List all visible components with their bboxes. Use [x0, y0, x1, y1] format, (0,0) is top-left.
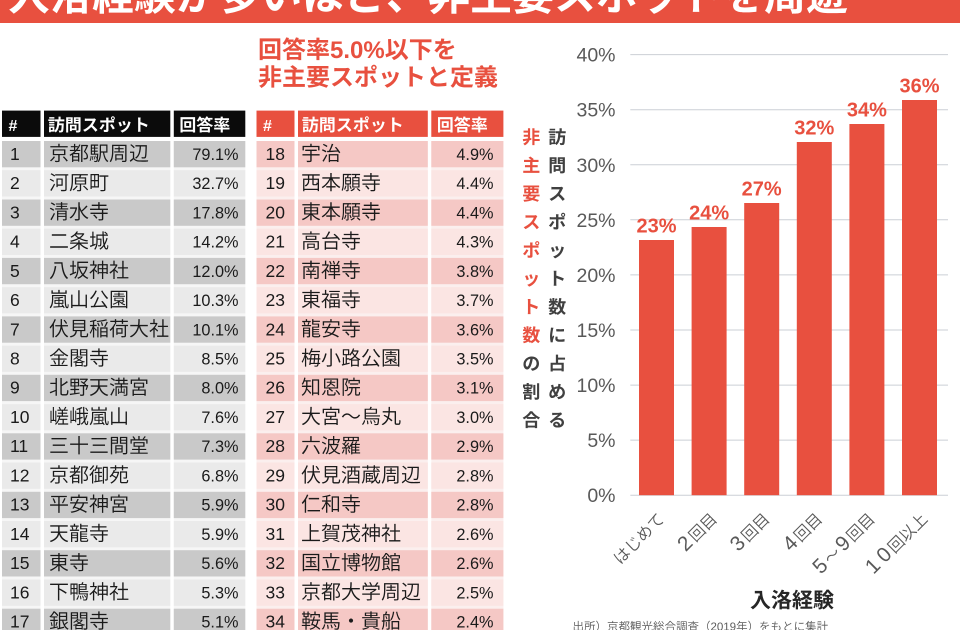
- svg-text:35%: 35%: [576, 100, 615, 122]
- svg-text:14.2%: 14.2%: [192, 234, 238, 252]
- svg-text:3.8%: 3.8%: [456, 263, 493, 281]
- svg-text:23%: 23%: [636, 216, 676, 238]
- svg-text:3: 3: [10, 202, 20, 222]
- svg-text:24%: 24%: [689, 203, 729, 225]
- svg-text:12.0%: 12.0%: [192, 263, 238, 281]
- svg-text:3.6%: 3.6%: [456, 321, 493, 339]
- svg-text:#: #: [263, 118, 272, 135]
- svg-text:2.8%: 2.8%: [456, 497, 493, 515]
- svg-text:5.1%: 5.1%: [201, 614, 238, 630]
- svg-text:0%: 0%: [587, 485, 615, 507]
- svg-text:30: 30: [266, 495, 286, 515]
- svg-text:16: 16: [10, 582, 29, 602]
- svg-text:26: 26: [266, 378, 285, 398]
- svg-text:2.6%: 2.6%: [456, 526, 493, 544]
- svg-text:1: 1: [10, 144, 20, 164]
- svg-text:10%: 10%: [576, 375, 615, 397]
- svg-text:25: 25: [266, 349, 285, 369]
- svg-text:7.3%: 7.3%: [201, 438, 238, 456]
- svg-text:24: 24: [266, 319, 286, 339]
- svg-text:8.5%: 8.5%: [201, 351, 238, 369]
- svg-text:2.8%: 2.8%: [456, 467, 493, 485]
- svg-text:34%: 34%: [847, 100, 887, 122]
- svg-text:15: 15: [10, 553, 29, 573]
- svg-text:8.0%: 8.0%: [201, 380, 238, 398]
- svg-text:3.7%: 3.7%: [456, 292, 493, 310]
- svg-text:3.0%: 3.0%: [456, 409, 493, 427]
- svg-text:9: 9: [10, 378, 20, 398]
- svg-text:3.1%: 3.1%: [456, 380, 493, 398]
- svg-text:2: 2: [10, 173, 20, 193]
- svg-text:4.9%: 4.9%: [456, 146, 493, 164]
- svg-text:10.1%: 10.1%: [192, 321, 238, 339]
- svg-text:29: 29: [266, 465, 285, 485]
- svg-text:32%: 32%: [794, 118, 834, 140]
- svg-text:18: 18: [266, 144, 285, 164]
- svg-text:7.6%: 7.6%: [201, 409, 238, 427]
- svg-text:6.8%: 6.8%: [201, 467, 238, 485]
- svg-text:23: 23: [266, 290, 285, 310]
- svg-text:4.4%: 4.4%: [456, 175, 493, 193]
- svg-text:5.6%: 5.6%: [201, 555, 238, 573]
- svg-text:#: #: [9, 118, 18, 135]
- svg-text:17.8%: 17.8%: [192, 204, 238, 222]
- svg-text:4.3%: 4.3%: [456, 234, 493, 252]
- svg-text:11: 11: [10, 436, 28, 456]
- svg-text:27%: 27%: [742, 179, 782, 201]
- svg-text:31: 31: [266, 524, 285, 544]
- svg-text:30%: 30%: [576, 155, 615, 177]
- svg-text:3.5%: 3.5%: [456, 351, 493, 369]
- svg-text:2.5%: 2.5%: [456, 584, 493, 602]
- svg-text:12: 12: [10, 465, 29, 485]
- svg-text:36%: 36%: [899, 76, 939, 98]
- svg-text:32.7%: 32.7%: [192, 175, 238, 193]
- svg-text:27: 27: [266, 407, 285, 427]
- svg-text:7: 7: [10, 319, 20, 339]
- svg-text:22: 22: [266, 261, 285, 281]
- svg-text:5: 5: [10, 261, 20, 281]
- svg-text:20: 20: [266, 202, 286, 222]
- svg-text:13: 13: [10, 495, 29, 515]
- svg-text:34: 34: [266, 612, 286, 630]
- svg-text:2.4%: 2.4%: [456, 614, 493, 630]
- svg-text:6: 6: [10, 290, 20, 310]
- svg-text:33: 33: [266, 582, 285, 602]
- svg-text:20%: 20%: [576, 265, 615, 287]
- svg-text:5.9%: 5.9%: [201, 526, 238, 544]
- svg-text:5.9%: 5.9%: [201, 497, 238, 515]
- svg-text:4: 4: [10, 232, 20, 252]
- svg-text:14: 14: [10, 524, 30, 544]
- svg-text:79.1%: 79.1%: [192, 146, 238, 164]
- svg-text:25%: 25%: [576, 210, 615, 232]
- svg-text:17: 17: [10, 612, 29, 630]
- svg-text:40%: 40%: [576, 45, 615, 67]
- svg-text:32: 32: [266, 553, 285, 573]
- svg-text:10.3%: 10.3%: [192, 292, 238, 310]
- svg-text:10: 10: [10, 407, 30, 427]
- svg-text:4.4%: 4.4%: [456, 204, 493, 222]
- svg-text:5%: 5%: [587, 430, 615, 452]
- svg-text:15%: 15%: [576, 320, 615, 342]
- svg-text:2.9%: 2.9%: [456, 438, 493, 456]
- svg-text:2.6%: 2.6%: [456, 555, 493, 573]
- svg-text:8: 8: [10, 349, 20, 369]
- svg-text:19: 19: [266, 173, 285, 193]
- svg-text:28: 28: [266, 436, 285, 456]
- svg-text:21: 21: [266, 232, 285, 252]
- svg-text:5.3%: 5.3%: [201, 584, 238, 602]
